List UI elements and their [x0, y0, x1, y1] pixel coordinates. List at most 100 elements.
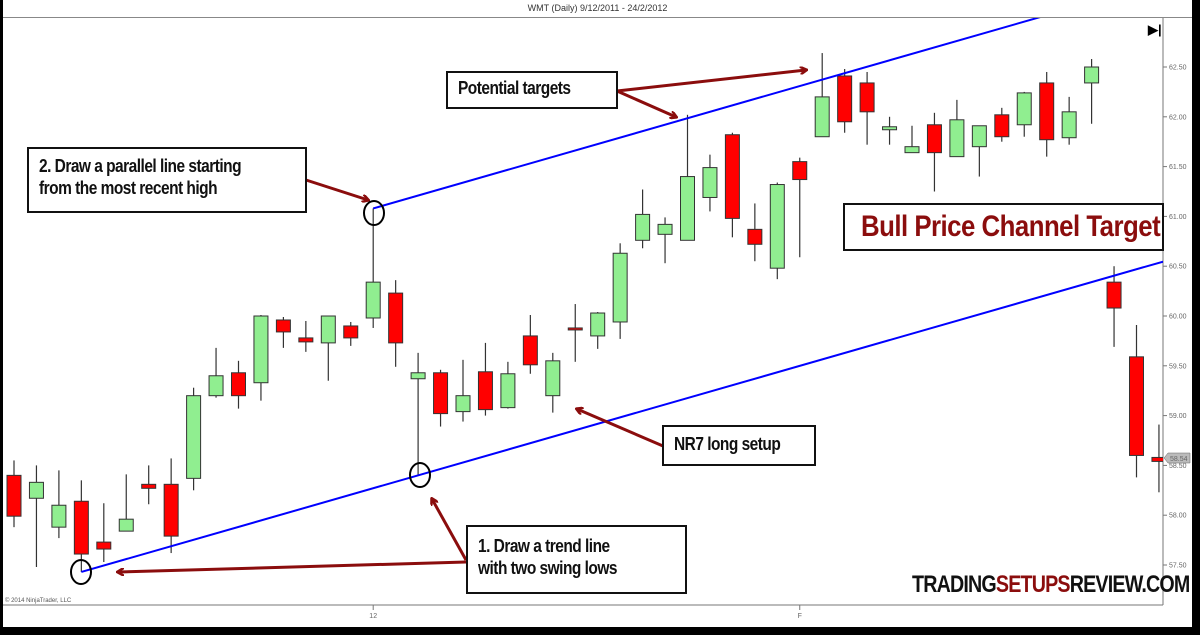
- candle: [882, 116, 898, 145]
- candle: [477, 342, 493, 416]
- candle-body: [837, 75, 853, 123]
- note-potential-targets: Potential targets: [446, 71, 618, 109]
- candle-body: [500, 373, 516, 409]
- candle: [971, 125, 987, 177]
- note-text-line-1: 1. Draw a trend line: [478, 536, 610, 556]
- candle-body: [28, 481, 44, 499]
- y-tick-label: 62.00: [1169, 114, 1187, 121]
- candle: [1129, 324, 1144, 478]
- candle: [28, 465, 44, 567]
- brand-part-2: SETUPS: [995, 571, 1071, 598]
- candle: [724, 132, 740, 238]
- arrow-to-swing-low-2: [432, 499, 468, 561]
- candle-body: [1039, 82, 1055, 141]
- arrow-to-recent-high: [305, 178, 368, 200]
- candle: [904, 125, 920, 154]
- candle-body: [545, 360, 561, 397]
- candle-body: [455, 395, 471, 413]
- candle-body: [343, 325, 359, 339]
- candle-body: [253, 315, 269, 384]
- candle-body: [994, 114, 1010, 138]
- candle: [567, 304, 583, 362]
- y-tick-label: 61.50: [1169, 164, 1187, 171]
- candle: [298, 320, 314, 352]
- candle-body: [904, 146, 920, 154]
- candle: [1106, 266, 1122, 347]
- candle: [253, 315, 269, 401]
- candle: [545, 352, 561, 413]
- candle-body: [680, 176, 695, 241]
- candle-body: [275, 319, 291, 333]
- y-tick-label: 62.50: [1169, 65, 1187, 72]
- annotation-arrows: [118, 70, 806, 572]
- note-parallel-line: 2. Draw a parallel line starting from th…: [27, 147, 307, 213]
- candles: [6, 53, 1163, 572]
- candle: [657, 217, 673, 264]
- candle: [1084, 59, 1100, 124]
- candle-body: [949, 119, 965, 158]
- y-tick-label: 60.50: [1169, 264, 1187, 271]
- channel-lines: [81, 18, 1163, 573]
- swing-circles: [70, 200, 431, 585]
- brand-watermark: TRADINGSETUPSREVIEW.COM: [912, 571, 1190, 599]
- y-axis: 57.50 58.00 58.50 59.00 59.50 60.00 60.50 61.00…: [1163, 65, 1187, 570]
- candle: [500, 361, 516, 409]
- note-text-line-1: 2. Draw a parallel line starting: [39, 156, 242, 176]
- candle: [814, 53, 830, 138]
- note-text: Bull Price Channel Target: [861, 210, 1161, 243]
- candle: [275, 316, 291, 348]
- candle: [1061, 96, 1077, 145]
- candle: [747, 203, 763, 262]
- copyright-text: © 2014 NinjaTrader, LLC: [5, 598, 72, 604]
- candle-body: [231, 372, 246, 397]
- candle-body: [96, 541, 112, 550]
- candle-body: [1106, 281, 1122, 309]
- candle: [926, 112, 942, 192]
- note-bull-price-channel-target: Bull Price Channel Target: [843, 203, 1164, 251]
- candle-body: [163, 483, 179, 537]
- candle-body: [635, 213, 651, 241]
- candle-body: [971, 125, 987, 148]
- candle: [1016, 91, 1032, 137]
- candle: [231, 360, 246, 409]
- candle: [141, 465, 157, 505]
- candle: [365, 208, 381, 328]
- candle-body: [747, 228, 763, 245]
- y-tick-label: 57.50: [1169, 563, 1187, 570]
- candle: [208, 347, 224, 398]
- candle: [320, 315, 336, 381]
- candle-body: [657, 223, 673, 235]
- candle-body: [882, 126, 898, 131]
- candle-body: [365, 281, 381, 319]
- candle: [612, 243, 628, 339]
- candle: [51, 470, 67, 539]
- arrow-to-target-1: [616, 70, 806, 93]
- candle-body: [702, 167, 718, 198]
- candle-body: [1016, 92, 1032, 126]
- candle-body: [612, 252, 628, 323]
- swing-low-circle-1: [70, 559, 92, 585]
- y-tick-label: 58.00: [1169, 513, 1187, 520]
- x-tick-label: 12: [369, 613, 377, 620]
- candle: [1151, 424, 1163, 493]
- candle-body: [298, 337, 314, 343]
- note-text: NR7 long setup: [674, 434, 781, 454]
- candle: [118, 474, 134, 532]
- note-text-line-2: with two swing lows: [478, 558, 618, 578]
- swing-low-circle-2: [409, 462, 431, 488]
- candle: [680, 114, 695, 241]
- note-text-line-2: from the most recent high: [39, 178, 218, 198]
- candle: [635, 189, 651, 249]
- candle: [522, 315, 538, 374]
- candle: [994, 107, 1010, 142]
- candle-body: [926, 124, 942, 154]
- candle-body: [320, 315, 336, 344]
- candle-body: [433, 372, 449, 415]
- candle: [859, 71, 875, 145]
- candle: [792, 157, 808, 258]
- candle-body: [522, 335, 538, 366]
- skip-to-end-icon[interactable]: ▶|: [1148, 22, 1162, 37]
- candle: [186, 387, 202, 491]
- candle-body: [186, 395, 202, 479]
